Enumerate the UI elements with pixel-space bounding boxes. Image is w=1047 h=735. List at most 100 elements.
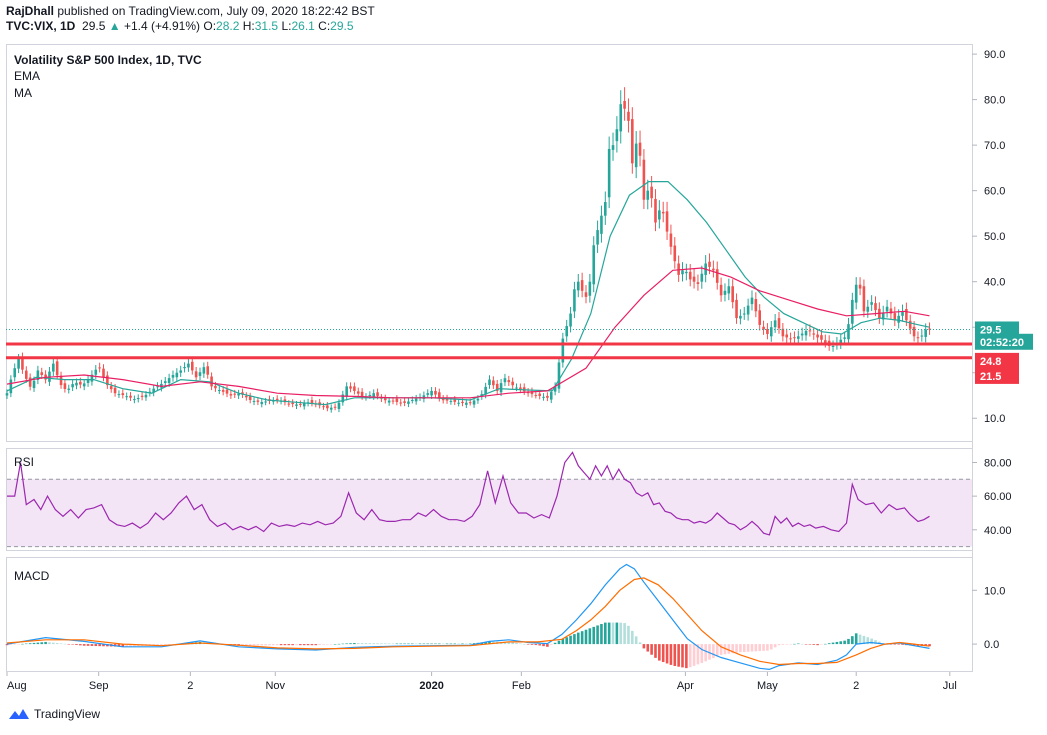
candle-body [198, 372, 202, 376]
candle-body [82, 383, 86, 387]
macd-histogram-bar [553, 642, 557, 645]
macd-histogram-bar [565, 637, 568, 645]
macd-histogram-bar [762, 644, 765, 651]
price-tag-label: 02:52:20 [980, 337, 1024, 349]
candle-body [438, 392, 441, 399]
candle-body [607, 148, 611, 198]
macd-histogram-bar [824, 643, 827, 645]
price-tick-label: 60.0 [984, 186, 1005, 198]
macd-histogram-bar [530, 644, 534, 645]
candle-body [426, 393, 430, 395]
macd-histogram-bar [785, 644, 789, 645]
macd-histogram-bar [468, 643, 472, 645]
macd-histogram-bar [430, 643, 433, 645]
author-name[interactable]: RajDhall [6, 4, 55, 18]
macd-histogram-bar [835, 641, 839, 645]
macd-histogram-bar [28, 643, 32, 645]
macd-histogram-bar [287, 644, 291, 646]
candle-body [530, 391, 534, 395]
macd-histogram-bar [858, 634, 862, 645]
candle-body [21, 357, 24, 370]
candle-body [356, 391, 360, 394]
candle-body [808, 330, 812, 332]
legend-ma[interactable]: MA [14, 86, 32, 100]
candle-body [739, 315, 742, 319]
candle-body [194, 371, 198, 378]
candle-body [804, 330, 808, 336]
candle-body [576, 281, 580, 291]
macd-histogram-bar [658, 644, 661, 661]
macd-histogram-bar [360, 643, 364, 645]
candle-body [669, 233, 673, 247]
macd-histogram-bar [488, 641, 491, 645]
candle-body [731, 286, 734, 303]
candle-body [851, 299, 854, 324]
legend-ema[interactable]: EMA [14, 69, 40, 83]
candle-body [349, 386, 352, 389]
macd-histogram-bar [650, 644, 653, 655]
macd-histogram-bar [9, 644, 13, 645]
footer-brand[interactable]: TradingView [34, 707, 101, 721]
candle-body [160, 383, 163, 388]
candle-body [515, 387, 518, 389]
macd-histogram-bar [322, 644, 325, 645]
macd-histogram-bar [376, 643, 379, 645]
macd-histogram-bar [901, 644, 904, 645]
candle-body [503, 378, 507, 383]
time-tick-label: 2020 [419, 680, 443, 692]
candle-body [858, 284, 862, 289]
rsi-title[interactable]: RSI [14, 455, 34, 469]
candle-body [773, 320, 777, 328]
candle-body [685, 271, 688, 274]
candle-body [793, 337, 796, 339]
macd-histogram-bar [407, 643, 410, 645]
candle-body [341, 394, 345, 403]
candle-body [9, 379, 13, 394]
macd-histogram-bar [260, 644, 264, 646]
candle-body [399, 402, 403, 404]
macd-histogram-bar [457, 643, 460, 645]
candle-body [167, 378, 171, 384]
candle-body [245, 395, 248, 398]
macd-histogram-bar [21, 643, 24, 645]
candle-body [905, 309, 908, 321]
candle-body [210, 376, 213, 387]
candle-body [781, 328, 785, 337]
candle-body [5, 393, 9, 396]
macd-histogram-bar [395, 643, 399, 645]
candle-body [345, 386, 348, 397]
macd-histogram-bar [812, 644, 816, 645]
candle-body [449, 400, 453, 402]
candle-body [495, 383, 499, 391]
macd-histogram-bar [758, 644, 761, 652]
macd-histogram-bar [739, 644, 742, 653]
candle-body [615, 129, 619, 142]
candle-body [484, 386, 487, 395]
macd-histogram-bar [854, 633, 858, 645]
price-tag-box [975, 367, 1019, 384]
macd-histogram-bar [542, 644, 545, 647]
macd-histogram-bar [256, 644, 260, 646]
macd-histogram-bar [731, 644, 734, 654]
time-tick-label: Aug [7, 680, 27, 692]
candle-body [874, 303, 877, 311]
candle-body [592, 245, 596, 285]
macd-title[interactable]: MACD [14, 569, 50, 583]
candle-body [187, 363, 190, 368]
macd-histogram-bar [573, 634, 576, 645]
candle-body [665, 211, 669, 232]
macd-histogram-bar [117, 644, 121, 647]
candle-body [63, 383, 67, 389]
candle-body [152, 388, 155, 393]
macd-histogram-bar [125, 644, 128, 647]
candle-body [634, 143, 638, 168]
candle-body [816, 334, 819, 338]
candle-body [36, 370, 40, 380]
candle-body [542, 396, 545, 398]
candle-body [445, 398, 449, 401]
candle-body [129, 395, 132, 398]
candle-body [326, 405, 329, 409]
macd-histogram-bar [438, 643, 441, 645]
macd-histogram-bar [345, 643, 348, 645]
